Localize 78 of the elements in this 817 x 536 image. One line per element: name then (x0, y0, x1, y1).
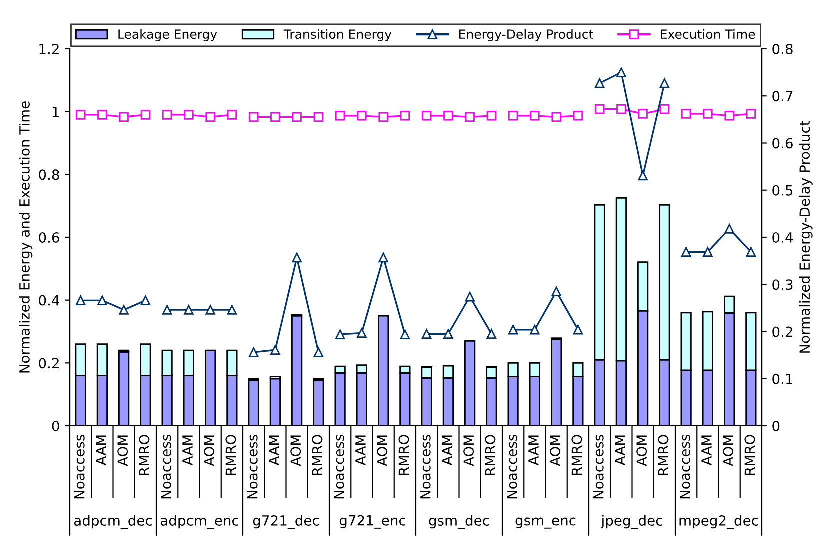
x-tick-label: AOM (636, 436, 648, 466)
legend-label: Execution Time (661, 29, 756, 40)
text: adpcm_dec (74, 515, 152, 530)
x-tick-label: AOM (118, 436, 128, 466)
x-tick-label: RMRO (226, 435, 236, 476)
text: gsm_dec (429, 515, 490, 530)
x-tick-label: RMRO (398, 435, 410, 476)
x-tick-label: AAM (182, 436, 193, 466)
point (140, 296, 151, 306)
point (119, 305, 129, 315)
x-tick-label: AOM (550, 436, 561, 466)
point (184, 305, 194, 315)
point (206, 305, 216, 315)
bar (270, 378, 281, 426)
x-tick-label: RMRO (744, 435, 756, 476)
y-axis-title: Normalized Energy and Execution Time (19, 102, 33, 373)
y-tick-label: 0.6 (39, 232, 60, 243)
legend-label: Energy-Delay Product (460, 29, 594, 42)
x-tick-label: AAM (356, 436, 366, 466)
bar (313, 380, 324, 426)
y2-tick-label: 0.7 (772, 91, 793, 102)
point (76, 296, 86, 306)
x-tick-label: AOM (377, 436, 388, 466)
x-tick-label: AAM (442, 436, 452, 466)
y-tick-label: 1.2 (40, 44, 59, 54)
x-tick-label: RMRO (485, 435, 496, 476)
x-tick-label: AAM (96, 436, 106, 466)
y-tick-label: 1 (52, 106, 59, 118)
y2-tick-label: 0.8 (772, 44, 793, 54)
y-tick-label: 0 (52, 420, 60, 432)
x-tick-label: Noaccess (680, 435, 690, 499)
bar (118, 351, 130, 426)
x-tick-label: RMRO (312, 435, 323, 476)
legend-label: Leakage Energy (118, 29, 218, 42)
x-tick-label: Noaccess (334, 435, 344, 499)
x-tick-label: Noaccess (594, 435, 604, 499)
x-tick-label: Noaccess (74, 435, 85, 499)
x-tick-label: AAM (269, 436, 280, 466)
x-tick-label: RMRO (139, 435, 150, 476)
point (227, 305, 238, 315)
legend-label: Transition Energy (284, 29, 392, 42)
bar (248, 380, 260, 426)
x-tick-label: Noaccess (420, 435, 431, 499)
x-tick-label: Noaccess (507, 435, 518, 499)
y2-axis-title: Normalized Energy-Delay Product (799, 121, 813, 353)
x-tick-label: AOM (723, 436, 734, 466)
x-tick-label: AAM (615, 436, 626, 466)
y-tick-label: 0.4 (39, 295, 60, 306)
y2-tick-label: 0.1 (772, 374, 793, 384)
point (162, 305, 172, 315)
bar (464, 340, 476, 426)
x-tick-label: AAM (702, 436, 712, 466)
text: gsm_enc (516, 518, 576, 529)
x-tick-label: RMRO (572, 435, 582, 476)
text: mpeg2_dec (680, 515, 758, 530)
x-tick-label: Noaccess (248, 435, 258, 499)
y-tick-label: 0.2 (39, 358, 59, 369)
point (98, 296, 108, 306)
x-tick-label: AOM (204, 436, 215, 466)
y2-tick-label: 0.3 (772, 280, 793, 290)
y2-tick-label: 0.6 (772, 138, 793, 149)
y-tick-label: 0.8 (39, 170, 60, 180)
bar (205, 350, 216, 426)
text: jpeg_dec (601, 515, 662, 530)
x-tick-label: AAM (528, 436, 539, 466)
text: g721_dec (253, 515, 320, 530)
bar (551, 338, 562, 426)
x-tick-label: AOM (290, 436, 302, 466)
x-tick-label: AOM (464, 436, 474, 466)
y2-tick-label: 0.5 (772, 185, 793, 196)
bar (378, 315, 390, 426)
y2-tick-label: 0 (772, 420, 780, 432)
x-tick-label: RMRO (658, 435, 669, 476)
text: g721_enc (340, 515, 406, 529)
y2-tick-label: 0.2 (772, 326, 792, 338)
x-tick-label: Noaccess (161, 435, 172, 499)
y2-tick-label: 0.4 (772, 232, 794, 243)
text: adpcm_enc (160, 515, 239, 530)
